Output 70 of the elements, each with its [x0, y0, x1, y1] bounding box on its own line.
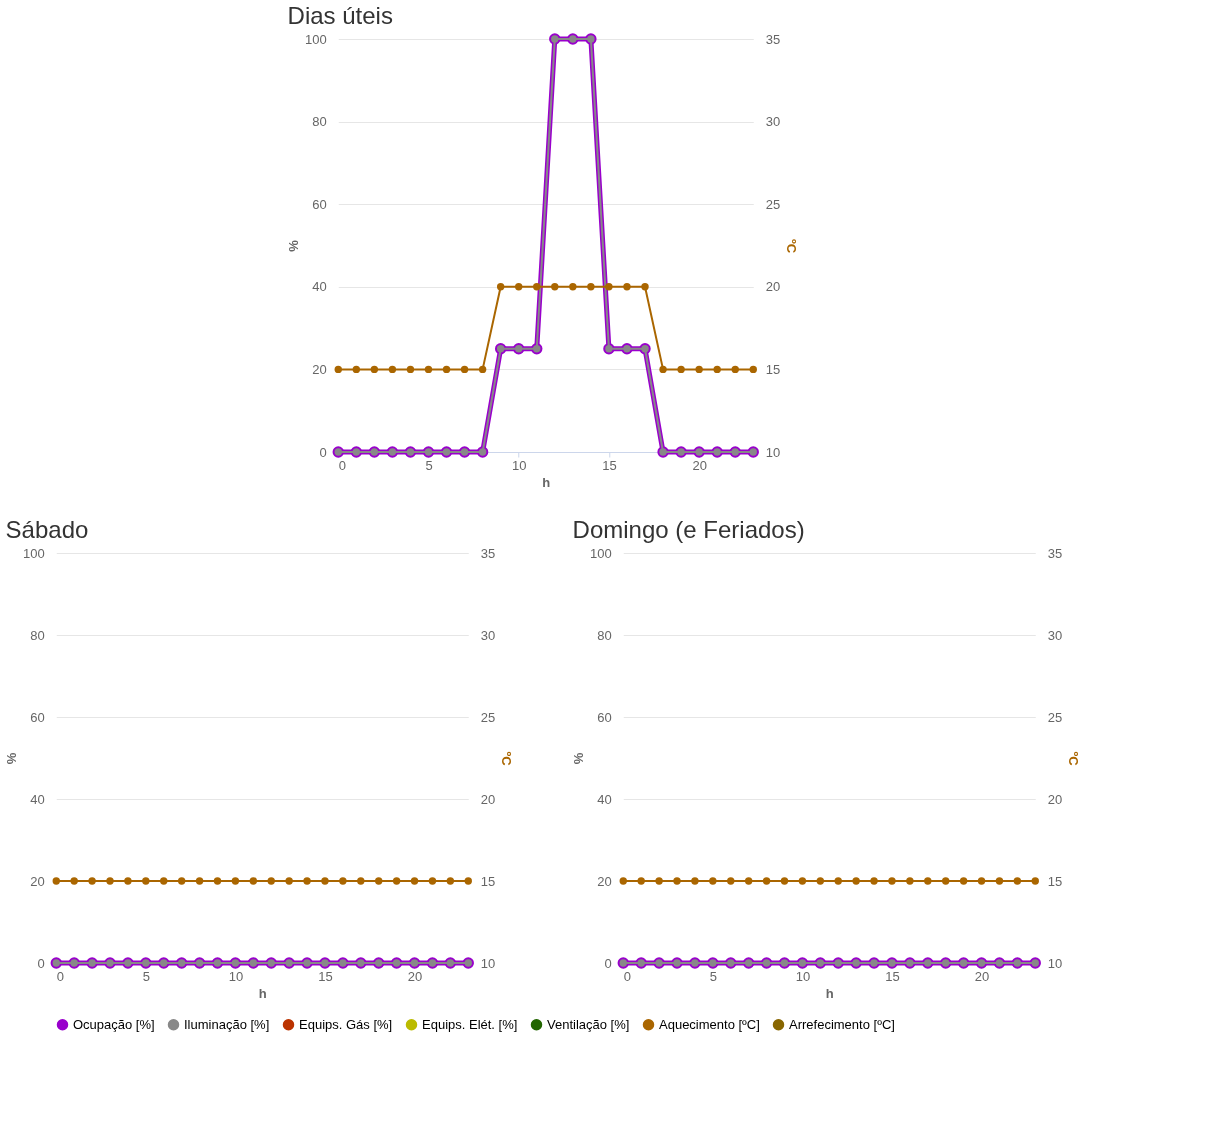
x-tick-label: 20 — [407, 968, 423, 984]
y2-tick-label: 10 — [1047, 955, 1063, 971]
y-tick-label: 60 — [312, 196, 327, 212]
x-tick-label: 10 — [228, 968, 244, 984]
y-axis-title: % — [286, 239, 302, 252]
x-tick-label: 10 — [795, 968, 811, 984]
x-tick-label: 5 — [709, 968, 717, 984]
y-tick-label: 20 — [597, 873, 612, 889]
x-axis-title: h — [542, 474, 551, 490]
x-tick-label: 15 — [885, 968, 900, 984]
legend-label: Arrefecimento [ºC] — [789, 1016, 895, 1032]
x-tick-label: 0 — [56, 968, 64, 984]
y2-tick-label: 35 — [480, 545, 496, 561]
legend-label: Ventilação [%] — [547, 1016, 630, 1032]
y-tick-label: 60 — [597, 709, 612, 725]
x-axis-title: h — [825, 985, 834, 1001]
y2-tick-label: 35 — [765, 31, 781, 47]
legend-label: Aquecimento [ºC] — [659, 1016, 760, 1032]
y-tick-label: 100 — [590, 545, 612, 561]
x-tick-label: 10 — [511, 457, 527, 473]
y2-tick-label: 15 — [1047, 873, 1063, 889]
y-axis-title: % — [571, 752, 587, 765]
y2-tick-label: 20 — [1047, 791, 1063, 807]
y2-tick-label: 20 — [765, 279, 781, 295]
legend-label: Ocupação [%] — [73, 1016, 155, 1032]
x-tick-label: 0 — [623, 968, 631, 984]
y2-tick-label: 10 — [765, 444, 781, 460]
x-axis-title: h — [258, 985, 267, 1001]
y2-tick-label: 25 — [480, 709, 496, 725]
x-tick-label: 5 — [425, 457, 433, 473]
x-tick-label: 5 — [142, 968, 150, 984]
y-tick-label: 0 — [37, 955, 45, 971]
y2-tick-label: 25 — [765, 196, 781, 212]
y-tick-label: 20 — [312, 361, 327, 377]
y-tick-label: 100 — [23, 545, 45, 561]
y-tick-label: 100 — [305, 31, 327, 47]
y-tick-label: 20 — [30, 873, 45, 889]
y2-axis-title: ºC — [499, 751, 515, 767]
chart-title: Dias úteis — [287, 2, 393, 29]
y-tick-label: 60 — [30, 709, 45, 725]
x-tick-label: 20 — [692, 457, 707, 473]
y-tick-label: 0 — [319, 444, 327, 460]
y2-axis-title: ºC — [1066, 751, 1082, 767]
legend-label: Equips. Elét. [%] — [422, 1016, 518, 1032]
y-tick-label: 80 — [597, 627, 612, 643]
y2-tick-label: 30 — [765, 114, 781, 130]
y-tick-label: 80 — [312, 114, 327, 130]
y-tick-label: 0 — [604, 955, 612, 971]
y-axis-title: % — [4, 752, 20, 765]
legend-label: Equips. Gás [%] — [299, 1016, 393, 1032]
y2-tick-label: 25 — [1047, 709, 1063, 725]
y2-axis-title: ºC — [784, 238, 800, 254]
y-tick-label: 40 — [30, 791, 45, 807]
y-tick-label: 40 — [597, 791, 612, 807]
x-tick-label: 0 — [338, 457, 346, 473]
legend-label: Iluminação [%] — [184, 1016, 270, 1032]
y-tick-label: 80 — [30, 627, 45, 643]
y2-tick-label: 30 — [1047, 627, 1063, 643]
x-tick-label: 15 — [318, 968, 333, 984]
chart-title: Domingo (e Feriados) — [572, 516, 805, 543]
x-tick-label: 20 — [974, 968, 990, 984]
y2-tick-label: 15 — [480, 873, 496, 889]
y2-tick-label: 20 — [480, 791, 496, 807]
y2-tick-label: 30 — [480, 627, 496, 643]
y2-tick-label: 35 — [1047, 545, 1063, 561]
y2-tick-label: 15 — [765, 361, 781, 377]
y2-tick-label: 10 — [480, 955, 496, 971]
chart-title: Sábado — [5, 516, 89, 543]
x-tick-label: 15 — [602, 457, 617, 473]
y-tick-label: 40 — [312, 279, 327, 295]
